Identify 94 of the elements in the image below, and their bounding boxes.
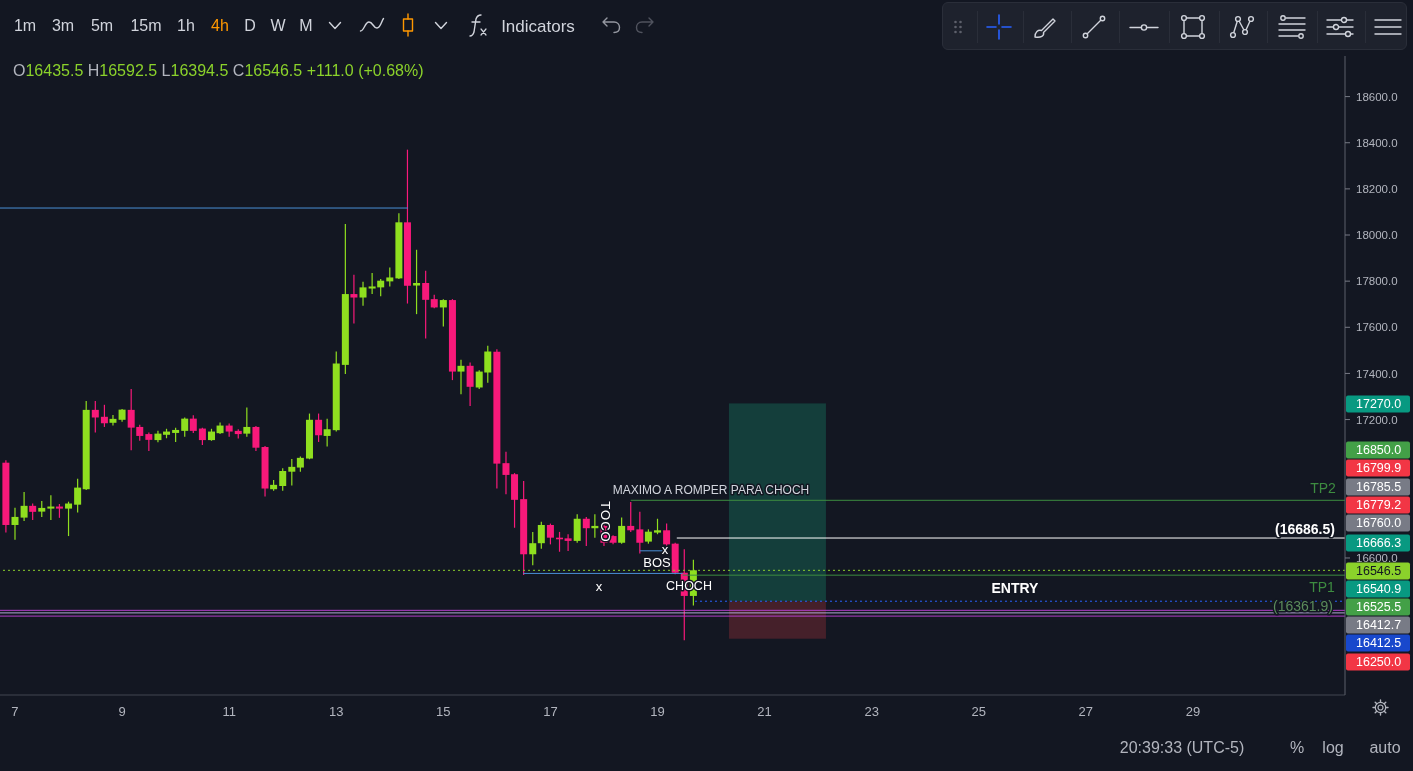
candlestick [582,516,590,547]
candlestick [323,418,331,448]
y-tick-label: 18400.0 [1356,136,1398,149]
text: 16250.0 [1356,655,1402,669]
annotation: x [661,541,669,557]
text: 1m [13,17,37,34]
text: log [1322,739,1344,756]
y-tick-label: 18600.0 [1356,90,1398,103]
text: 3m [51,17,75,34]
candlestick [47,494,55,521]
text: Indicators [501,16,575,36]
annotation: TOCO [597,501,613,543]
text: 1h [177,17,195,34]
y-tick-label: 17200.0 [1356,413,1398,426]
candlestick [100,404,108,428]
text: 20:39:33 (UTC-5) [1119,739,1245,756]
annotation: x [595,578,603,594]
candlestick [636,511,644,555]
x-tick-label: 27 [1078,704,1094,720]
x-tick-label: 7 [11,704,19,720]
text: 16666.3 [1356,536,1402,550]
candlestick [181,416,189,438]
y-tick-label: 17600.0 [1356,321,1398,334]
candlestick [618,517,626,545]
candlestick [457,359,465,395]
candlestick [529,531,537,566]
candlestick [91,400,99,434]
text: auto [1369,739,1401,756]
text: 16412.5 [1356,636,1402,650]
text: 16760.0 [1356,516,1402,530]
text: 16785.5 [1356,480,1402,494]
text: 17270.0 [1356,397,1402,411]
text: 16525.5 [1356,600,1402,614]
annotation: (16361.9) [1273,598,1333,614]
text: % [1289,739,1305,756]
candlestick [109,414,117,427]
text: 16799.9 [1356,461,1402,475]
x-tick-label: 15 [436,704,451,720]
x-tick-label: 17 [543,704,558,720]
chart-subtitle: O16435.5 H16592.5 L16394.5 C16546.5 +111.0 (+0.68%) [13,62,424,80]
candlestick [663,523,671,547]
y-tick-label: 17800.0 [1356,275,1398,288]
x-tick-label: 19 [650,704,665,720]
annotation: MAXIMO A ROMPER PARA CHOCH [612,483,810,497]
annotation: TP2 [1310,480,1337,496]
text: 16540.9 [1356,582,1402,596]
candlestick [350,274,358,325]
text: 16412.7 [1356,618,1402,632]
x-tick-label: 23 [864,704,879,720]
candlestick [243,406,251,438]
y-tick-label: 18200.0 [1356,182,1398,195]
y-tick-label: 18000.0 [1356,229,1398,242]
text: W [270,17,286,34]
x-tick-label: 29 [1185,704,1201,720]
x-tick-label: 25 [971,704,986,720]
annotation: BOS [643,554,672,570]
y-tick-label: 16600.0 [1356,552,1398,565]
candlestick [252,425,260,452]
annotation: (16686.5) [1275,521,1335,537]
text: M [299,17,313,34]
text: 5m [90,17,114,34]
candlestick [315,412,323,443]
x-tick-label: 9 [118,704,126,720]
candlestick [573,513,581,544]
candlestick [65,501,73,537]
text: 16546.5 [1356,564,1402,578]
candlestick [502,451,510,495]
text: 4h [211,17,229,34]
candlestick [11,507,19,541]
candlestick [422,270,430,340]
x-tick-label: 13 [329,704,344,720]
candlestick [74,478,82,514]
candlestick [537,521,545,550]
candlestick [279,467,287,492]
candlestick [439,298,447,328]
annotation: ENTRY [991,580,1040,596]
text: D [244,17,256,34]
candlestick [20,491,28,522]
candlestick [546,523,554,545]
candlestick [288,458,296,487]
candlestick [359,281,367,307]
text: 16779.2 [1356,498,1402,512]
candlestick [564,533,572,552]
text: 16850.0 [1356,443,1402,457]
candlestick [627,501,635,533]
annotation: TP1 [1309,579,1336,595]
text: 15m [130,17,162,34]
candlestick [466,361,474,407]
candlestick [386,266,394,288]
x-tick-label: 21 [757,704,772,720]
x-tick-label: 11 [222,704,236,720]
y-tick-label: 17400.0 [1356,367,1398,380]
candlestick [413,249,421,315]
candlestick [145,431,153,452]
